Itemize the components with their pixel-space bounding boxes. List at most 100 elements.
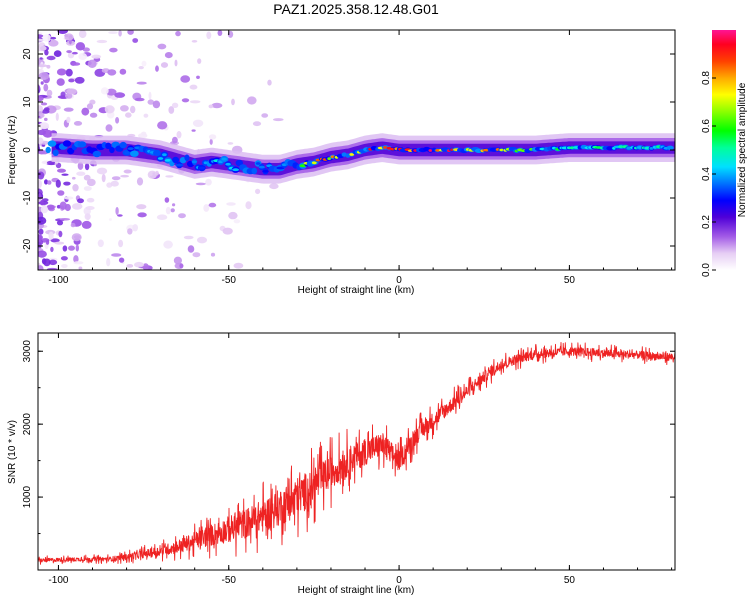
noise-speckle	[50, 238, 60, 243]
ridge-point	[67, 147, 75, 155]
noise-speckle	[84, 213, 91, 221]
ridge-point	[105, 142, 112, 149]
noise-speckle	[123, 169, 132, 174]
noise-speckle	[105, 124, 113, 132]
noise-speckle	[152, 100, 161, 109]
noise-speckle	[114, 92, 126, 98]
noise-speckle	[86, 197, 95, 203]
noise-speckle	[73, 121, 83, 126]
ridge-peak	[191, 160, 198, 164]
noise-speckle	[118, 239, 124, 248]
ridge-peak	[499, 148, 504, 152]
noise-speckle	[77, 198, 84, 204]
ridge-peak	[164, 159, 172, 162]
noise-speckle	[46, 267, 58, 270]
noise-speckle	[132, 224, 138, 232]
noise-speckle	[38, 64, 48, 68]
noise-speckle	[48, 259, 58, 266]
x-tick-label: -100	[48, 275, 68, 286]
noise-speckle	[157, 43, 167, 50]
noise-speckle	[71, 203, 83, 210]
ridge-peak	[203, 161, 208, 165]
noise-speckle	[44, 49, 49, 56]
noise-speckle	[179, 263, 184, 269]
noise-speckle	[64, 196, 74, 200]
noise-speckle	[208, 104, 214, 109]
noise-speckle	[192, 252, 201, 258]
ridge-peak	[124, 151, 130, 155]
noise-speckle	[183, 235, 194, 240]
noise-speckle	[208, 134, 217, 140]
colorbar-tick-label: 0.8	[701, 71, 712, 85]
ridge-peak	[175, 163, 184, 167]
colorbar-tick-label: 0.4	[701, 167, 712, 181]
noise-speckle	[156, 214, 168, 220]
noise-speckle	[57, 190, 65, 196]
noise-speckle	[115, 207, 119, 215]
noise-speckle	[86, 103, 94, 110]
noise-speckle	[111, 253, 122, 257]
y-tick-label: 2000	[22, 413, 33, 436]
ridge-peak	[198, 166, 206, 170]
noise-speckle	[75, 244, 80, 252]
noise-speckle	[44, 117, 48, 121]
ridge-peak	[255, 162, 261, 165]
ridge-point	[52, 149, 59, 156]
noise-speckle	[38, 105, 44, 114]
ridge-point	[184, 154, 190, 161]
noise-speckle	[136, 177, 144, 186]
noise-speckle	[136, 204, 147, 210]
noise-speckle	[227, 142, 234, 145]
figure-title: PAZ1.2025.358.12.48.G01	[273, 1, 439, 17]
noise-speckle	[226, 202, 236, 206]
noise-speckle	[228, 211, 238, 220]
noise-speckle	[40, 199, 44, 206]
noise-speckle	[77, 161, 84, 170]
noise-speckle	[84, 163, 90, 171]
noise-speckle	[233, 219, 241, 224]
ridge-point	[92, 150, 102, 158]
noise-speckle	[252, 121, 262, 127]
colorbar-tick-label: 0.6	[701, 119, 712, 133]
ridge-point	[251, 167, 258, 175]
noise-speckle	[143, 113, 149, 118]
spectrogram-y-axis-label: Frequency (Hz)	[7, 116, 18, 185]
noise-speckle	[61, 173, 69, 176]
noise-speckle	[56, 220, 64, 226]
noise-speckle	[38, 137, 44, 144]
ridge-peak	[311, 161, 317, 165]
noise-speckle	[118, 30, 122, 37]
noise-speckle	[74, 76, 85, 84]
noise-speckle	[63, 107, 74, 112]
noise-speckle	[42, 198, 49, 202]
noise-speckle	[38, 234, 42, 242]
noise-speckle	[196, 75, 200, 80]
noise-speckle	[71, 62, 81, 66]
noise-speckle	[81, 107, 90, 116]
noise-speckle	[82, 47, 90, 52]
noise-speckle	[217, 30, 223, 36]
noise-speckle	[136, 81, 147, 85]
noise-speckle	[38, 180, 42, 188]
ridge-point	[77, 141, 87, 148]
noise-speckle	[208, 202, 217, 208]
y-tick-label: 10	[22, 96, 33, 108]
noise-speckle	[147, 99, 155, 105]
spectrogram-image	[38, 30, 675, 270]
x-tick-label: -50	[222, 275, 237, 286]
x-tick-label: 50	[564, 275, 576, 286]
noise-speckle	[42, 34, 52, 42]
noise-speckle	[64, 33, 74, 41]
snr-x-axis-label: Height of straight line (km)	[298, 585, 415, 596]
noise-speckle	[72, 51, 78, 55]
noise-speckle	[127, 30, 134, 35]
y-tick-label: 0	[22, 147, 33, 153]
noise-speckle	[175, 30, 181, 37]
noise-speckle	[86, 178, 96, 187]
noise-speckle	[40, 81, 44, 85]
noise-speckle	[197, 58, 202, 64]
ridge-peak	[157, 157, 164, 160]
noise-speckle	[53, 50, 62, 57]
noise-speckle	[170, 208, 175, 213]
